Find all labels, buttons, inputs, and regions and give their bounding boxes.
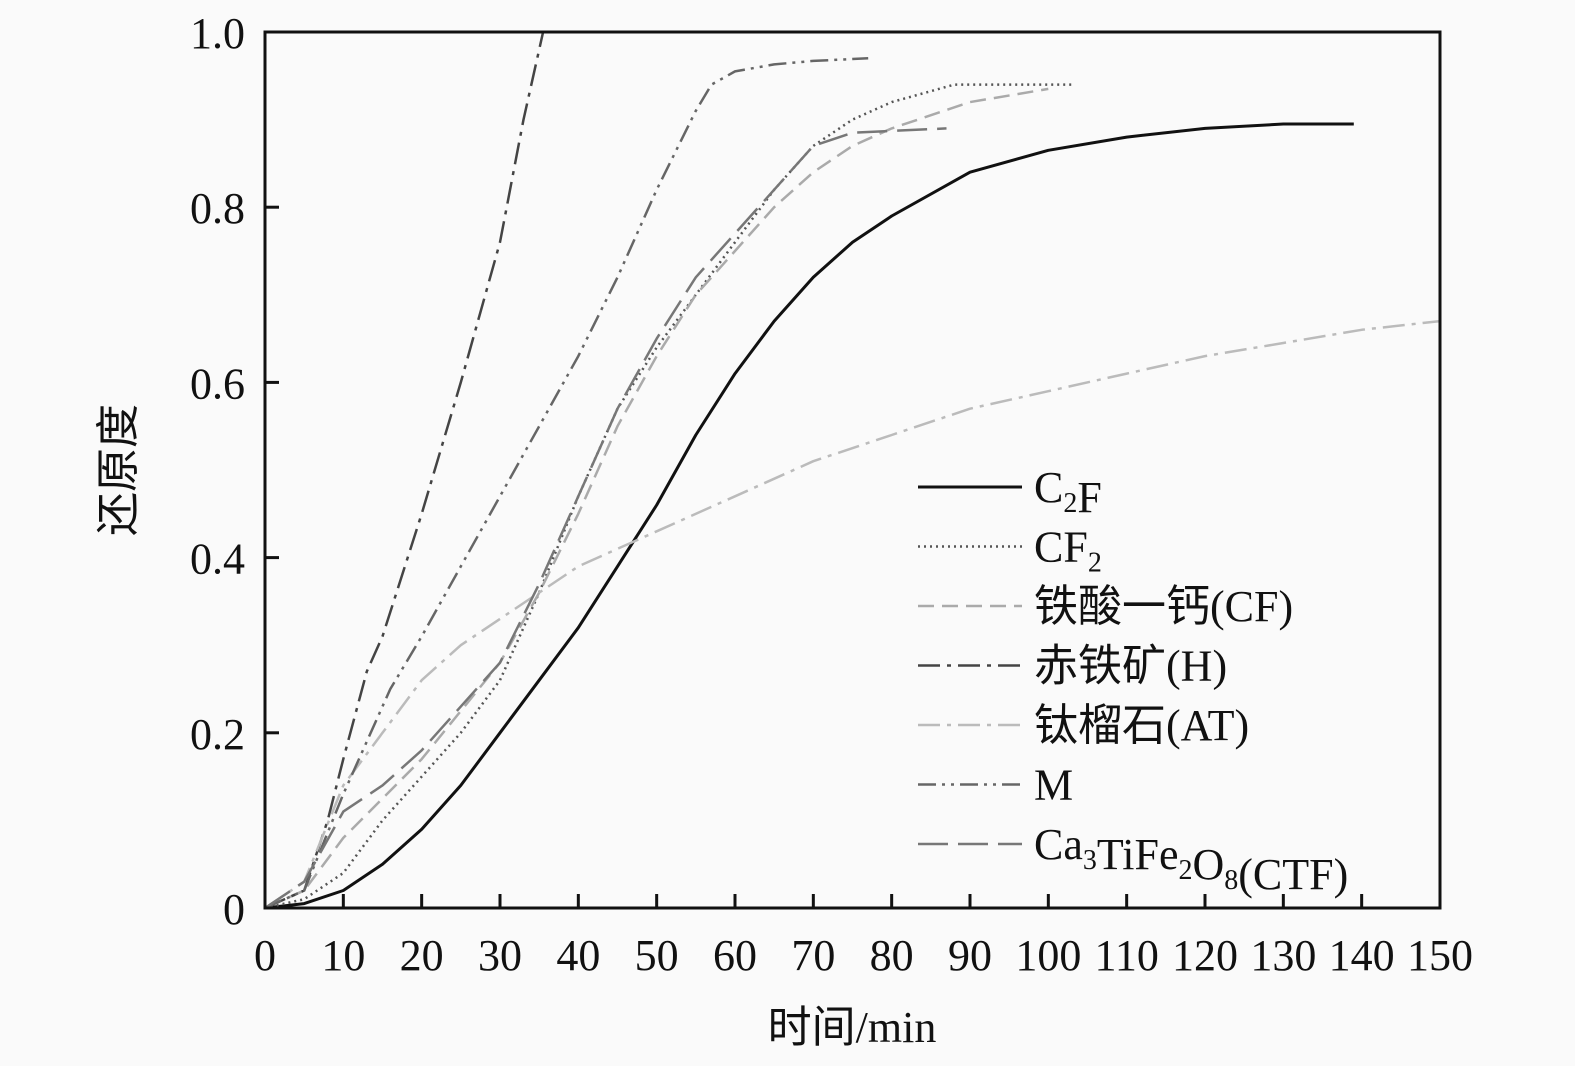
x-tick-label: 150 [1407,931,1473,980]
x-tick-label: 110 [1094,931,1158,980]
y-tick-label: 0.6 [190,359,245,408]
y-tick-label: 0.4 [190,535,245,584]
x-tick-label: 90 [948,931,992,980]
x-tick-label: 100 [1015,931,1081,980]
plot-frame [263,30,1442,910]
x-tick-label: 20 [400,931,444,980]
legend-label-3: 赤铁矿(H) [1034,642,1227,691]
x-tick-label: 60 [713,931,757,980]
x-tick-label: 80 [870,931,914,980]
y-tick-label: 0.8 [190,184,245,233]
y-axis-label: 还原度 [94,404,143,536]
x-tick-label: 140 [1329,931,1395,980]
x-axis-label: 时间/min [768,1003,937,1052]
legend-label-6: Ca3TiFe2O8(CTF) [1034,820,1348,899]
legend-label-2: 铁酸一钙(CF) [1034,582,1293,631]
x-tick-label: 120 [1172,931,1238,980]
legend-label-4: 钛榴石(AT) [1034,701,1249,750]
x-tick-label: 70 [791,931,835,980]
y-tick-label: 0.2 [190,710,245,759]
legend-label-5: M [1034,761,1073,810]
x-tick-label: 10 [321,931,365,980]
series-line-5 [264,57,869,910]
legend-label-1: CF2 [1034,523,1102,579]
y-tick-label: 0 [223,885,245,934]
series-line-0 [264,122,1354,910]
x-tick-label: 0 [254,931,276,980]
x-tick-label: 40 [556,931,600,980]
series-line-4 [264,319,1441,910]
legend-label-0: C2F [1034,463,1102,522]
x-tick-label: 130 [1250,931,1316,980]
series-line-6 [264,127,947,910]
series-line-1 [264,83,1072,910]
series-line-3 [264,31,545,910]
y-tick-label: 1.0 [190,9,245,58]
x-tick-label: 50 [635,931,679,980]
x-tick-label: 30 [478,931,522,980]
series-line-2 [264,87,1049,910]
